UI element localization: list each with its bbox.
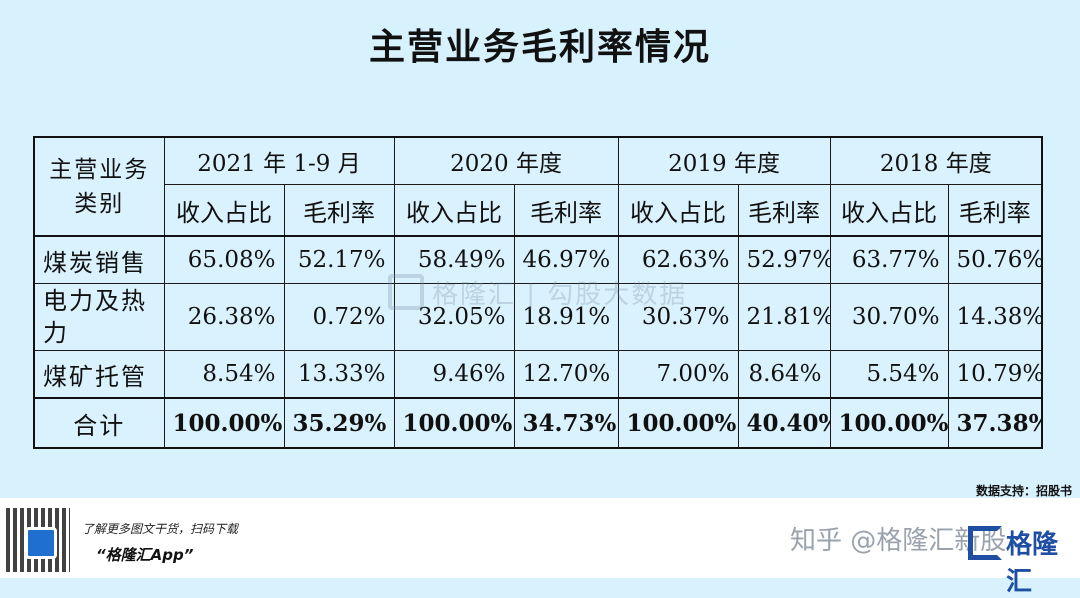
table-cell: 40.40% bbox=[737, 397, 831, 449]
table-cell: 35.29% bbox=[283, 397, 395, 449]
row-label: 煤矿托管 bbox=[33, 350, 165, 399]
table-cell: 32.05% bbox=[393, 283, 515, 351]
table-cell: 52.97% bbox=[737, 235, 831, 284]
metric-header: 毛利率 bbox=[283, 184, 395, 237]
period-header: 2019 年度 bbox=[617, 136, 831, 185]
table-cell: 5.54% bbox=[829, 350, 949, 399]
table-cell: 21.81% bbox=[737, 283, 831, 351]
table-cell: 14.38% bbox=[947, 283, 1043, 351]
table-cell: 8.54% bbox=[163, 350, 285, 399]
data-source: 数据支持：招股书 bbox=[975, 484, 1072, 498]
corner-header-line1: 主营业务 bbox=[49, 156, 150, 183]
table-cell: 0.72% bbox=[283, 283, 395, 351]
brand-logo-icon bbox=[968, 526, 1002, 560]
qr-code-icon bbox=[6, 508, 70, 572]
table-cell: 100.00% bbox=[829, 397, 949, 449]
table-cell: 13.33% bbox=[283, 350, 395, 399]
table-cell: 50.76% bbox=[947, 235, 1043, 284]
app-logo-icon bbox=[25, 527, 57, 559]
brand-name: 格隆汇 bbox=[1006, 530, 1059, 597]
period-header: 2021 年 1-9 月 bbox=[163, 136, 395, 185]
table-cell: 18.91% bbox=[513, 283, 619, 351]
table-cell: 62.63% bbox=[617, 235, 739, 284]
corner-header-line2: 类别 bbox=[74, 190, 125, 217]
table-row: 煤矿托管 8.54% 13.33% 9.46% 12.70% 7.00% 8.6… bbox=[33, 350, 1043, 399]
metric-header: 毛利率 bbox=[513, 184, 619, 237]
corner-header: 主营业务 类别 bbox=[33, 136, 165, 237]
table-cell: 30.70% bbox=[829, 283, 949, 351]
metric-header: 收入占比 bbox=[393, 184, 515, 237]
table-cell: 10.79% bbox=[947, 350, 1043, 399]
table-cell: 34.73% bbox=[513, 397, 619, 449]
table-cell: 100.00% bbox=[393, 397, 515, 449]
table-cell: 58.49% bbox=[393, 235, 515, 284]
gross-margin-table: 主营业务 类别 2021 年 1-9 月 2020 年度 2019 年度 201… bbox=[33, 136, 1044, 449]
page-title: 主营业务毛利率情况 bbox=[368, 27, 711, 68]
table-cell: 7.00% bbox=[617, 350, 739, 399]
period-header: 2020 年度 bbox=[393, 136, 619, 185]
row-label: 煤炭销售 bbox=[33, 235, 165, 284]
footer-banner: 了解更多图文干货，扫码下载 “格隆汇App” 知乎 @格隆汇新股 格隆汇 bbox=[0, 498, 1080, 597]
metric-header: 毛利率 bbox=[947, 184, 1043, 237]
table-cell: 100.00% bbox=[163, 397, 285, 449]
table-cell: 30.37% bbox=[617, 283, 739, 351]
table-cell: 52.17% bbox=[283, 235, 395, 284]
table-cell: 63.77% bbox=[829, 235, 949, 284]
table-cell: 8.64% bbox=[737, 350, 831, 399]
metric-header: 收入占比 bbox=[617, 184, 739, 237]
table-cell: 46.97% bbox=[513, 235, 619, 284]
table-cell: 100.00% bbox=[617, 397, 739, 449]
row-label: 电力及热力 bbox=[33, 283, 165, 351]
table-cell: 12.70% bbox=[513, 350, 619, 399]
table-cell: 26.38% bbox=[163, 283, 285, 351]
table-cell: 37.38% bbox=[947, 397, 1043, 449]
promo-text: 了解更多图文干货，扫码下载 bbox=[82, 522, 239, 536]
table-row: 电力及热力 26.38% 0.72% 32.05% 18.91% 30.37% … bbox=[33, 283, 1043, 351]
metric-header: 毛利率 bbox=[737, 184, 831, 237]
watermark-logo-icon bbox=[388, 274, 424, 310]
period-header: 2018 年度 bbox=[829, 136, 1043, 185]
table-cell: 65.08% bbox=[163, 235, 285, 284]
promo-app-name: “格隆汇App” bbox=[96, 546, 194, 564]
table-cell: 9.46% bbox=[393, 350, 515, 399]
total-row: 合计 100.00% 35.29% 100.00% 34.73% 100.00%… bbox=[33, 397, 1043, 449]
period-header-row: 主营业务 类别 2021 年 1-9 月 2020 年度 2019 年度 201… bbox=[33, 136, 1043, 237]
metric-header: 收入占比 bbox=[163, 184, 285, 237]
row-label: 合计 bbox=[33, 397, 165, 449]
table-row: 煤炭销售 65.08% 52.17% 58.49% 46.97% 62.63% … bbox=[33, 235, 1043, 284]
metric-header-row: 收入占比 毛利率 收入占比 毛利率 收入占比 毛利率 收入占比 毛利率 bbox=[34, 184, 1043, 237]
metric-header: 收入占比 bbox=[829, 184, 949, 237]
